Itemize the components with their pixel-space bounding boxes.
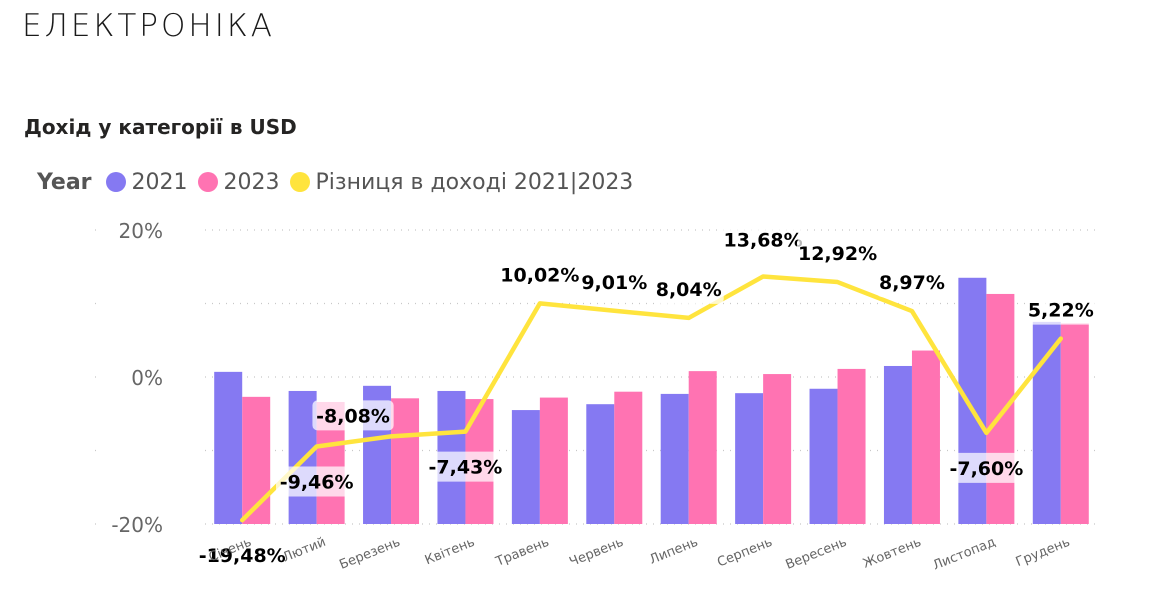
legend-dot-difference — [289, 172, 310, 192]
data-label: -7,43% — [429, 457, 503, 479]
bar-2021-11 — [958, 277, 987, 524]
data-label: 10,02% — [500, 264, 579, 286]
bar-2023-3 — [391, 398, 420, 524]
x-category-label: Березень — [337, 535, 402, 573]
legend-dot-2023 — [197, 172, 218, 192]
x-category-label: Лютий — [281, 535, 329, 566]
data-label-bg — [276, 466, 358, 497]
data-label-bg — [499, 259, 581, 290]
brand-heading: ЕЛЕКТРОНІКА — [22, 8, 275, 44]
data-label-bg — [796, 238, 879, 269]
data-label: 9,01% — [581, 272, 647, 294]
bar-2023-7 — [688, 371, 717, 524]
legend-label-difference: Різниця в доході 2021|2023 — [315, 169, 634, 195]
data-label: 8,04% — [656, 279, 722, 301]
x-category-label: Листопад — [931, 535, 998, 574]
bar-2021-12 — [1032, 321, 1061, 524]
bar-2021-1 — [214, 371, 243, 524]
data-label: -19,48% — [199, 545, 286, 567]
bar-2023-10 — [911, 350, 940, 524]
legend-title: Year — [37, 169, 92, 195]
data-label: 5,22% — [1028, 300, 1094, 322]
data-label: 12,92% — [798, 243, 877, 265]
data-label: -9,46% — [280, 472, 354, 494]
bar-2021-5 — [511, 410, 540, 524]
x-category-label: Вересень — [784, 535, 849, 573]
bar-2023-1 — [242, 396, 271, 524]
legend-label-2023: 2023 — [223, 169, 280, 195]
y-tick-label: -20% — [111, 513, 163, 537]
bar-2021-7 — [660, 393, 689, 524]
x-category-label: Липень — [647, 535, 700, 568]
data-label: 13,68% — [724, 229, 803, 251]
data-label-bg — [945, 452, 1027, 483]
data-label-bg — [312, 400, 394, 431]
bar-2021-6 — [586, 404, 615, 524]
data-label-bg — [1025, 294, 1096, 325]
bar-2023-9 — [837, 368, 866, 524]
legend-item-2021[interactable]: 2021 — [105, 169, 188, 195]
bar-2023-6 — [614, 391, 643, 524]
bar-2023-12 — [1060, 323, 1089, 524]
legend-item-difference[interactable]: Різниця в доході 2021|2023 — [289, 169, 634, 195]
x-category-label: Квітень — [423, 535, 477, 568]
bar-2023-11 — [986, 293, 1015, 524]
bar-2023-8 — [763, 374, 792, 524]
x-category-label: Жовтень — [861, 535, 924, 572]
bar-2021-10 — [883, 365, 912, 524]
bar-2021-9 — [809, 388, 838, 524]
bar-2023-5 — [539, 397, 568, 524]
data-label-bg — [579, 266, 650, 297]
data-label-bg — [876, 267, 947, 298]
y-tick-label: 0% — [131, 366, 163, 390]
x-category-label: Серпень — [715, 535, 774, 571]
legend-dot-2021 — [105, 172, 126, 192]
data-label: -8,08% — [316, 405, 390, 427]
data-label-bg — [424, 451, 507, 482]
data-label: -7,60% — [949, 458, 1023, 480]
legend-label-2021: 2021 — [131, 169, 188, 195]
x-category-label: Травень — [493, 535, 551, 570]
legend-item-2023[interactable]: 2023 — [197, 169, 280, 195]
y-tick-label: 20% — [119, 219, 163, 243]
data-label-bg — [653, 273, 724, 304]
x-category-label: Червень — [567, 535, 625, 570]
difference-line — [239, 274, 1064, 523]
data-label-bg — [722, 224, 804, 255]
bar-2021-8 — [735, 393, 764, 524]
chart-title: Дохід у категорії в USD — [24, 115, 297, 139]
data-label: 8,97% — [879, 272, 945, 294]
chart-legend: Year 2021 2023 Різниця в доході 2021|202… — [37, 166, 643, 198]
x-category-label: Грудень — [1014, 535, 1072, 570]
data-label-bg — [196, 540, 289, 571]
